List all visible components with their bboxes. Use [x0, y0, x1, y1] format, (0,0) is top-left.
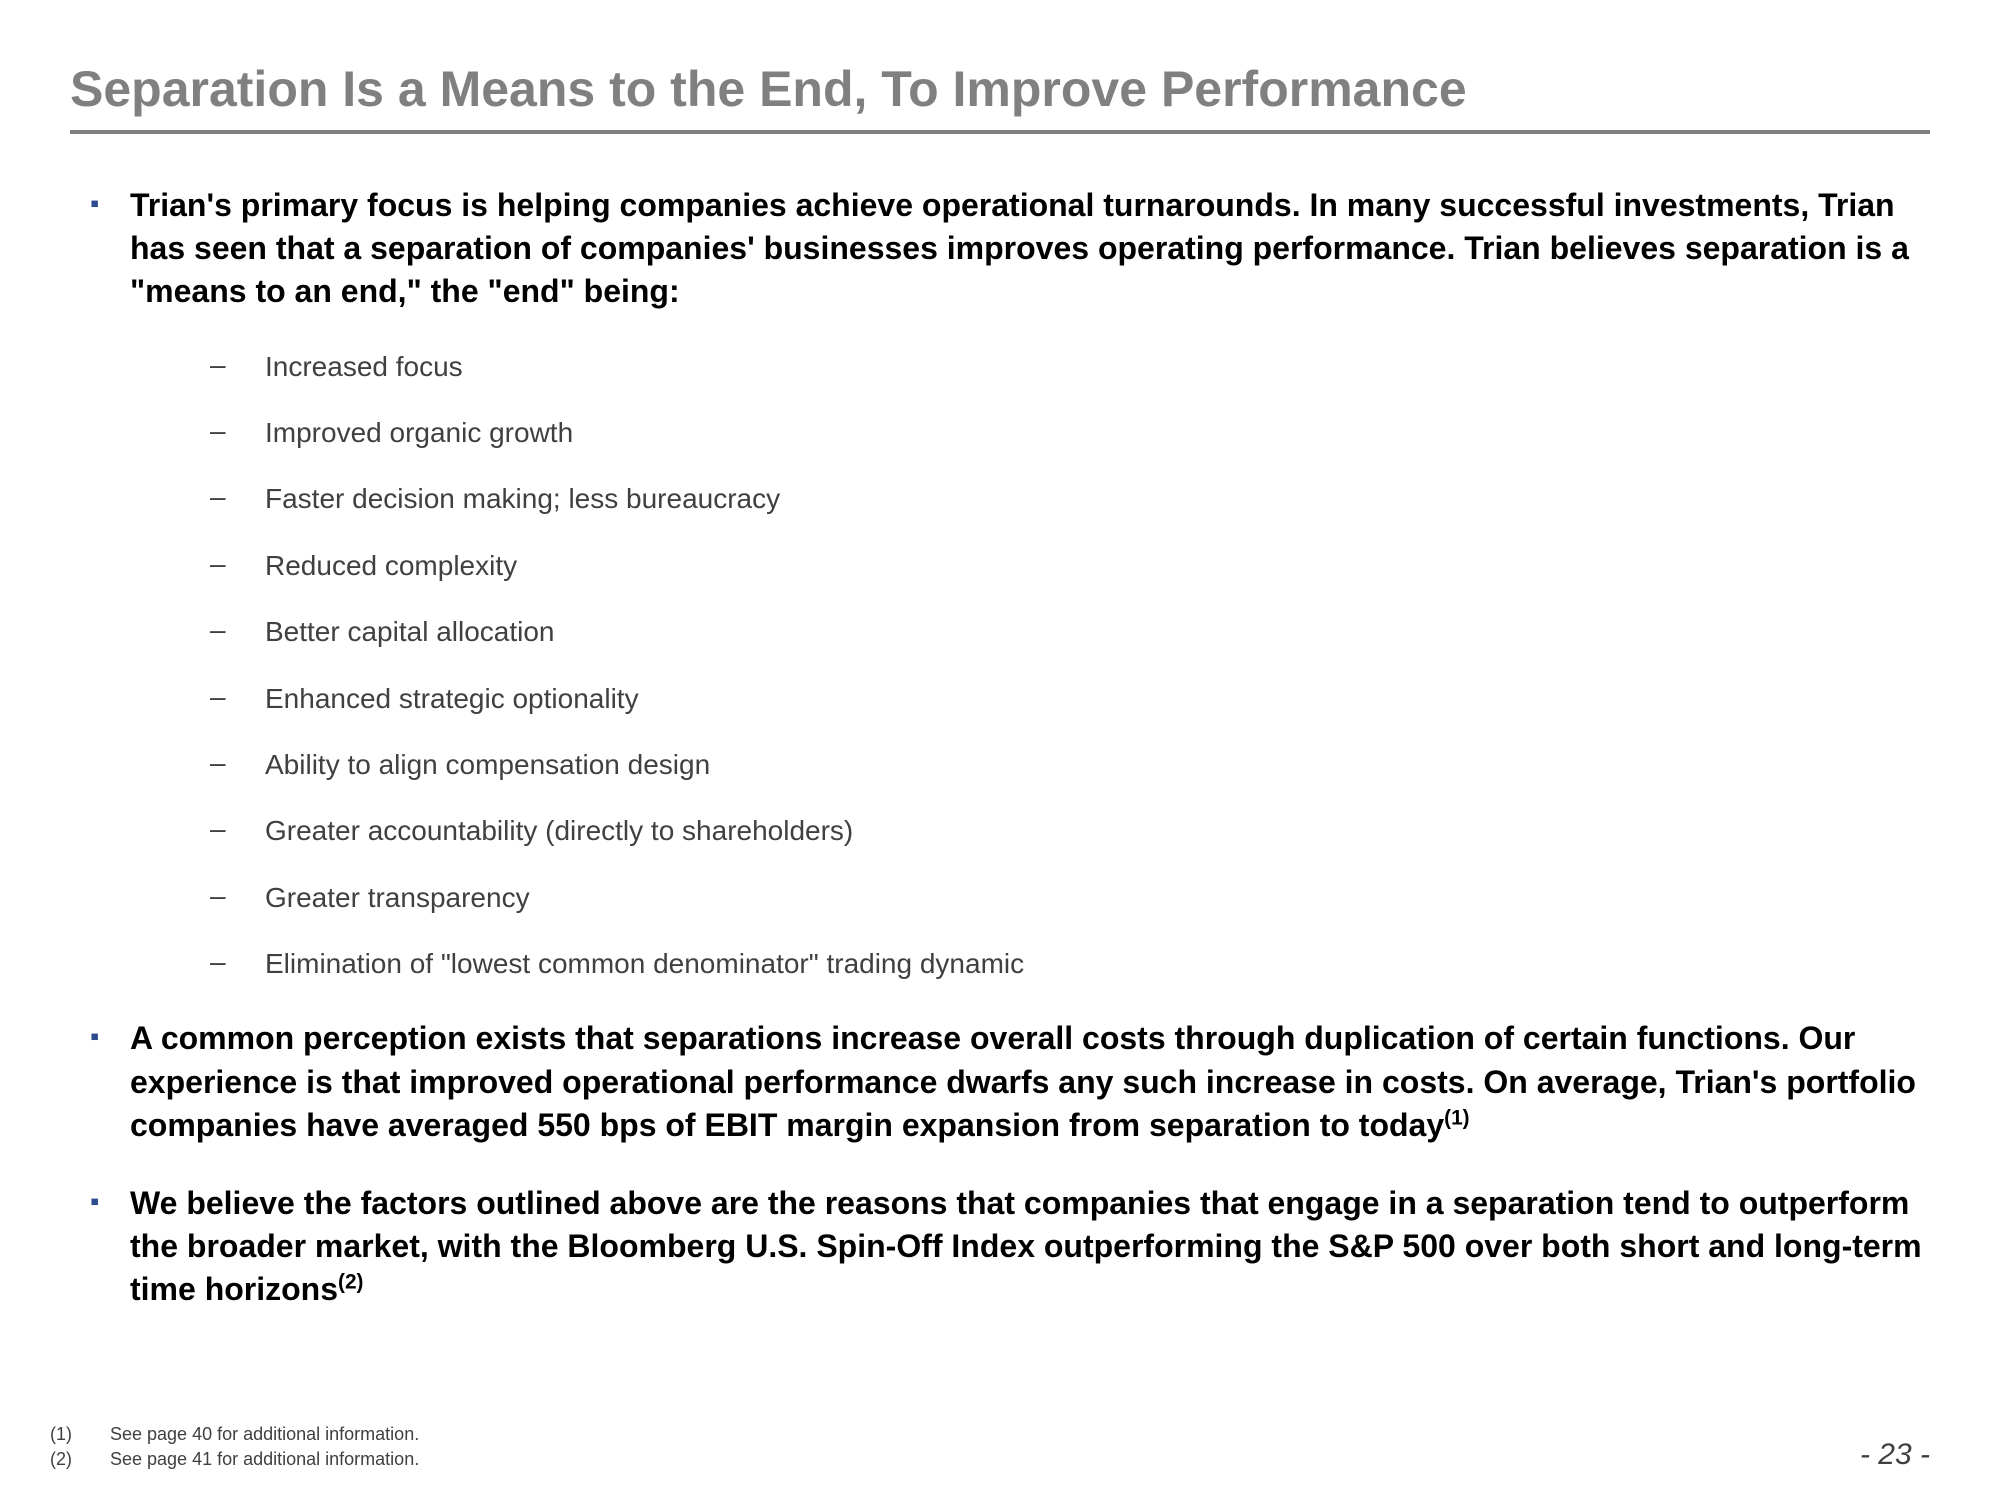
bullet-3-sup: (2) [338, 1271, 363, 1294]
sub-text: Increased focus [265, 351, 463, 382]
bullet-3-pre: We believe the factors outlined above ar… [130, 1185, 1922, 1307]
main-bullet-list: Trian's primary focus is helping compani… [70, 184, 1930, 1312]
sub-item: Elimination of "lowest common denominato… [210, 946, 1930, 982]
sub-item: Reduced complexity [210, 548, 1930, 584]
sub-text: Greater accountability (directly to shar… [265, 815, 853, 846]
sub-text: Faster decision making; less bureaucracy [265, 483, 780, 514]
bullet-2: A common perception exists that separati… [90, 1017, 1930, 1147]
sub-item: Better capital allocation [210, 614, 1930, 650]
footnote-2-text: See page 41 for additional information. [110, 1447, 419, 1472]
slide-title: Separation Is a Means to the End, To Imp… [70, 60, 1930, 118]
sub-item: Increased focus [210, 349, 1930, 385]
sub-item: Improved organic growth [210, 415, 1930, 451]
sub-item: Enhanced strategic optionality [210, 681, 1930, 717]
sub-text: Greater transparency [265, 882, 530, 913]
sub-item: Greater transparency [210, 880, 1930, 916]
bullet-2-sup: (1) [1444, 1106, 1469, 1129]
sub-item: Ability to align compensation design [210, 747, 1930, 783]
sub-text: Elimination of "lowest common denominato… [265, 948, 1024, 979]
bullet-3: We believe the factors outlined above ar… [90, 1182, 1930, 1312]
footnotes: (1) See page 40 for additional informati… [50, 1422, 419, 1472]
sub-item: Greater accountability (directly to shar… [210, 813, 1930, 849]
footnote-1: (1) See page 40 for additional informati… [50, 1422, 419, 1447]
sub-text: Improved organic growth [265, 417, 573, 448]
sub-text: Enhanced strategic optionality [265, 683, 639, 714]
footnote-2-num: (2) [50, 1447, 80, 1472]
bullet-2-text: A common perception exists that separati… [130, 1017, 1930, 1147]
footnote-2: (2) See page 41 for additional informati… [50, 1447, 419, 1472]
sub-text: Reduced complexity [265, 550, 517, 581]
sub-text: Ability to align compensation design [265, 749, 710, 780]
sub-item: Faster decision making; less bureaucracy [210, 481, 1930, 517]
footnote-1-text: See page 40 for additional information. [110, 1422, 419, 1447]
bullet-3-text: We believe the factors outlined above ar… [130, 1182, 1930, 1312]
bullet-2-pre: A common perception exists that separati… [130, 1020, 1916, 1142]
page-number: - 23 - [1860, 1438, 1930, 1472]
bullet-1-text: Trian's primary focus is helping compani… [130, 184, 1930, 314]
bullet-1-sublist: Increased focus Improved organic growth … [130, 349, 1930, 983]
bullet-1: Trian's primary focus is helping compani… [90, 184, 1930, 982]
footnote-1-num: (1) [50, 1422, 80, 1447]
sub-text: Better capital allocation [265, 616, 555, 647]
title-underline [70, 130, 1930, 134]
